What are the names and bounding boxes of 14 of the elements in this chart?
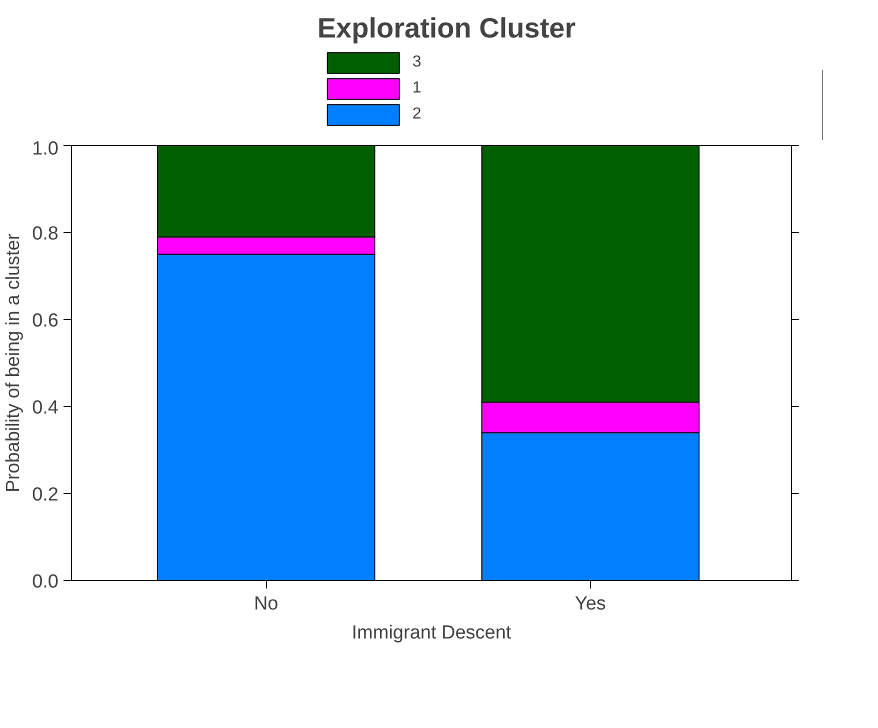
y-tick-label: 0.2 [32, 484, 59, 506]
y-axis-title: Probability of being in a cluster [3, 232, 24, 492]
x-tick-label: No [254, 594, 278, 614]
legend-label: 1 [412, 78, 422, 98]
x-axis-title: Immigrant Descent [352, 622, 512, 644]
y-tick-label: 0.8 [32, 224, 59, 244]
x-tick-label: Yes [574, 594, 606, 614]
y-tick-label: 0.0 [32, 572, 59, 592]
legend-label: 2 [412, 104, 422, 124]
y-tick-label: 0.6 [32, 310, 59, 332]
y-tick-label: 1.0 [32, 138, 59, 160]
legend-label: 3 [412, 52, 422, 72]
y-tick-label: 0.4 [32, 398, 59, 418]
legend-title: Exploration Cluster [317, 12, 576, 44]
